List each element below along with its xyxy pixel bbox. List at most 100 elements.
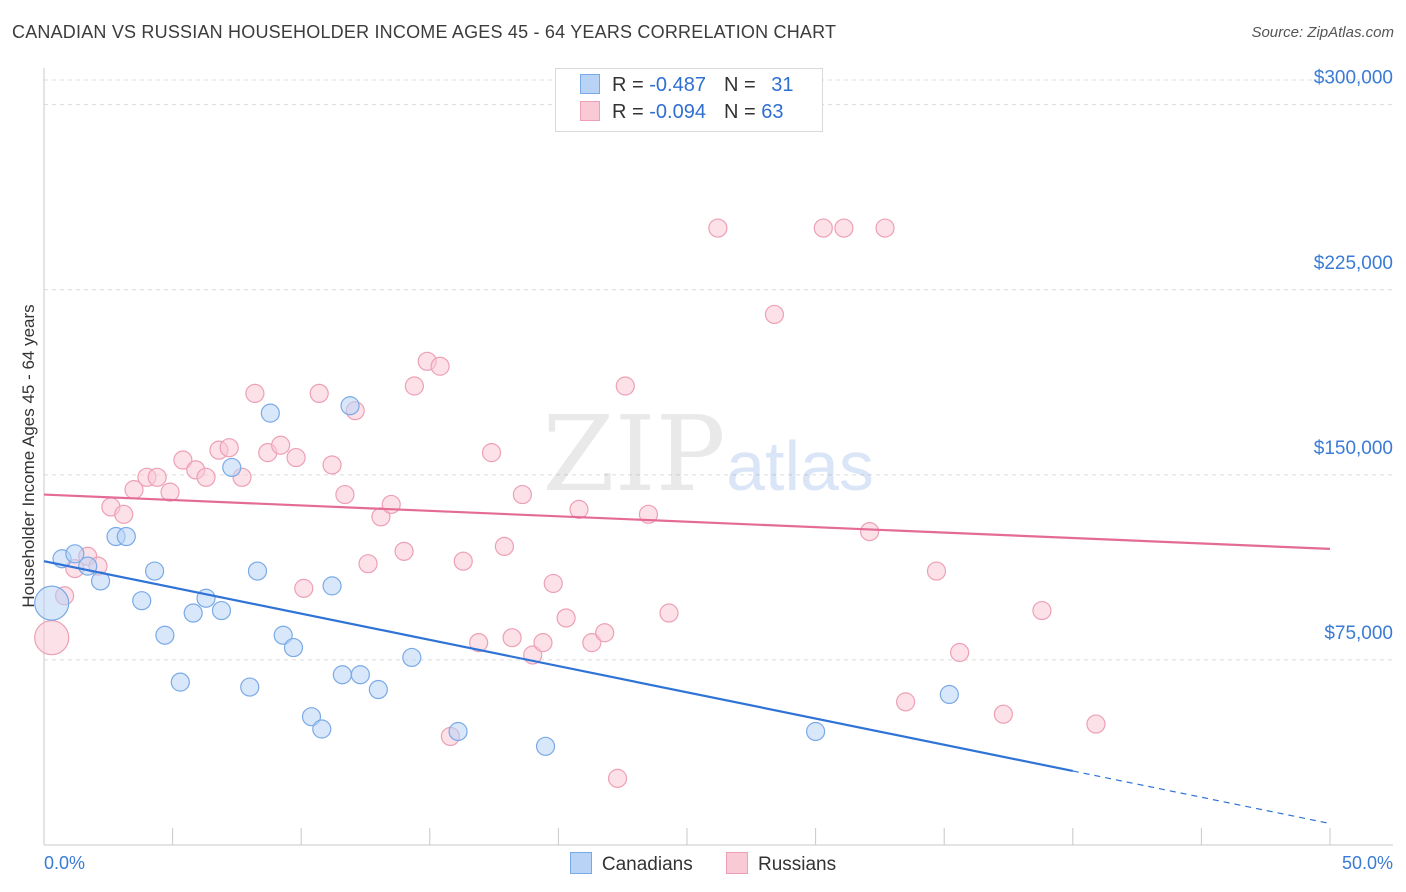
canadians-point xyxy=(322,576,342,596)
x-tick-label-max: 50.0% xyxy=(1342,853,1393,873)
russians-point xyxy=(494,536,514,557)
canadians-swatch xyxy=(569,852,592,874)
russians-point xyxy=(615,376,635,396)
correlation-legend: R = -0.487 N = 31 R = -0.094 N = 63 xyxy=(555,68,823,132)
legend-item-russians: Russians xyxy=(725,852,837,876)
russians-point xyxy=(607,768,628,788)
legend-n-value: 63 xyxy=(761,101,784,123)
watermark: ZIP atlas xyxy=(542,393,874,515)
y-tick-label: $300,000 xyxy=(1314,68,1393,89)
russians-point xyxy=(404,376,424,396)
y-tick-label: $150,000 xyxy=(1314,438,1393,459)
russians-point xyxy=(34,620,70,656)
x-tick-label-min: 0.0% xyxy=(44,853,85,873)
canadians-point xyxy=(312,719,332,739)
russians-point xyxy=(469,633,489,653)
russians-point xyxy=(875,218,895,238)
russians-point xyxy=(926,561,947,581)
canadians-point xyxy=(116,526,136,547)
russians-point xyxy=(219,438,239,458)
russians-point xyxy=(502,628,522,648)
legend-label-canadians: Canadians xyxy=(601,854,693,875)
russians-point xyxy=(595,623,615,643)
legend-n-label: N = xyxy=(723,101,762,123)
russians-point xyxy=(1032,600,1052,621)
legend-n-value: 31 xyxy=(771,74,794,96)
russians-point xyxy=(294,578,314,598)
russians-point xyxy=(993,704,1013,724)
y-axis-label: Householder Income Ages 45 - 64 years xyxy=(19,304,38,607)
russians-point xyxy=(896,692,916,712)
russians-point xyxy=(160,482,180,502)
russians-point xyxy=(860,521,880,542)
canadians-point xyxy=(132,591,152,611)
canadians-point xyxy=(34,585,70,621)
russians-point xyxy=(147,467,167,487)
russians-point xyxy=(453,551,473,571)
trendlines xyxy=(43,493,1331,825)
canadians-point xyxy=(155,625,175,645)
canadians-point xyxy=(332,665,352,685)
source-label: Source: ZipAtlas.com xyxy=(1251,24,1394,41)
canadians-point xyxy=(170,672,190,692)
russians-point xyxy=(196,467,216,487)
watermark-zip: ZIP xyxy=(542,393,725,515)
legend-r-label: R = xyxy=(612,101,650,123)
legend-r-label: R = xyxy=(612,74,650,96)
legend-row-russians: R = -0.094 N = 63 xyxy=(580,101,783,127)
russians-point xyxy=(1086,714,1106,734)
russians-point xyxy=(481,443,502,463)
canadians-trendline-extension xyxy=(1072,770,1331,825)
russians-point xyxy=(114,504,134,524)
legend-r-value: -0.094 xyxy=(649,101,706,123)
y-tick-labels: $75,000 $150,000 $225,000 $300,000 xyxy=(1314,68,1393,644)
russians-point xyxy=(543,573,563,594)
canadians-point xyxy=(402,647,422,668)
russians-point xyxy=(512,484,532,505)
canadians-point xyxy=(535,736,556,756)
canadians-point xyxy=(939,684,959,705)
canadians-point xyxy=(247,561,268,581)
legend-label-russians: Russians xyxy=(757,854,837,875)
russians-point xyxy=(834,218,854,238)
legend-n-label: N = xyxy=(723,74,762,96)
russians-point xyxy=(309,383,329,404)
canadians-point xyxy=(350,665,370,685)
series-legend: Canadians Russians xyxy=(0,852,1406,876)
russians-point xyxy=(335,484,355,505)
legend-item-canadians: Canadians xyxy=(569,852,693,876)
canadians-points xyxy=(34,396,959,756)
axes xyxy=(43,68,1393,846)
canadians-point xyxy=(448,721,468,742)
russians-point xyxy=(569,499,589,519)
y-tick-label: $225,000 xyxy=(1314,253,1393,274)
russians-point xyxy=(659,603,679,623)
russians-point xyxy=(245,383,265,404)
legend-r-value: -0.487 xyxy=(649,74,706,96)
canadians-point xyxy=(144,561,165,581)
grid-lines xyxy=(44,79,1393,661)
canadians-point xyxy=(222,457,242,478)
russians-trendline xyxy=(43,493,1331,550)
russians-point xyxy=(322,455,342,475)
canadians-trendline xyxy=(43,560,1074,773)
chart-title: CANADIAN VS RUSSIAN HOUSEHOLDER INCOME A… xyxy=(12,22,837,42)
russians-point xyxy=(430,356,450,376)
canadians-point xyxy=(260,403,280,423)
canadians-swatch xyxy=(580,74,600,94)
canadians-point xyxy=(340,396,360,416)
russians-swatch xyxy=(725,852,748,874)
canadians-point xyxy=(211,600,232,621)
canadians-point xyxy=(368,679,388,700)
canadians-point xyxy=(805,721,826,742)
russians-point xyxy=(708,218,728,238)
canadians-point xyxy=(301,707,322,727)
russians-point xyxy=(394,541,414,561)
russians-point xyxy=(358,554,378,574)
russians-point xyxy=(582,633,602,653)
watermark-atlas: atlas xyxy=(726,427,874,505)
canadians-point xyxy=(283,637,304,658)
russians-point xyxy=(173,450,193,470)
russians-point xyxy=(950,642,970,663)
